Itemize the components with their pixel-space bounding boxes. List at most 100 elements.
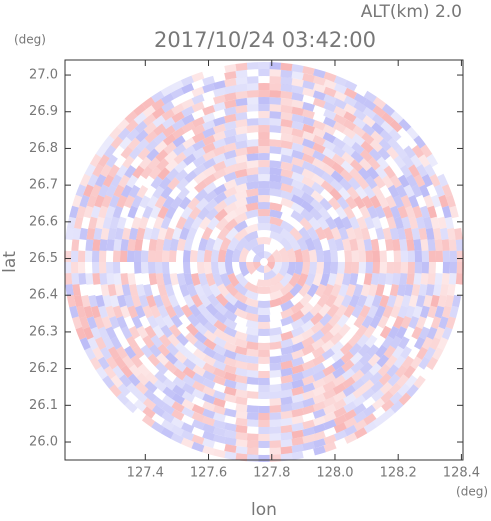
radar-cell — [330, 283, 342, 298]
radar-cell — [316, 216, 330, 231]
radar-cell — [406, 126, 419, 140]
radar-cell — [256, 264, 264, 274]
radar-cell — [379, 129, 393, 143]
radar-cell — [328, 197, 341, 211]
radar-cell — [130, 354, 143, 369]
radar-cell — [181, 382, 196, 395]
radar-cell — [375, 165, 388, 180]
radar-cell — [421, 174, 433, 188]
radar-cell — [117, 294, 127, 308]
radar-cell — [95, 174, 107, 188]
radar-cell — [392, 238, 401, 251]
radar-cell — [258, 440, 270, 448]
radar-cell — [323, 434, 337, 445]
radar-cell — [213, 434, 226, 444]
radar-cell — [213, 66, 226, 76]
plot-frame — [64, 59, 464, 461]
x-tick-label: 128.0 — [316, 466, 353, 481]
radar-cell — [377, 195, 389, 209]
altitude-label: ALT(km) 2.0 — [361, 2, 462, 22]
radar-cell — [280, 197, 294, 209]
radar-cell — [345, 227, 356, 241]
radar-cell — [269, 238, 285, 252]
radar-cell — [395, 364, 408, 378]
radar-cell — [397, 305, 408, 319]
radar-cell — [258, 433, 270, 441]
radar-cell — [392, 273, 401, 286]
radar-cell — [160, 85, 174, 97]
radar-cell — [244, 230, 259, 243]
radar-cell — [375, 284, 385, 297]
radar-cell — [269, 433, 282, 441]
radar-cell — [321, 163, 335, 176]
radar-cell — [312, 354, 326, 367]
radar-cell — [246, 348, 259, 357]
radar-cell — [291, 128, 305, 138]
radar-cell — [69, 305, 79, 319]
radar-cell — [162, 273, 172, 286]
radar-cell — [213, 191, 227, 205]
radar-cell — [341, 294, 353, 308]
radar-cell — [435, 262, 443, 274]
radar-cell — [86, 227, 96, 240]
radar-cell — [435, 250, 443, 262]
radar-cell — [155, 361, 169, 375]
radar-cell — [235, 90, 248, 100]
radar-cell — [140, 344, 153, 359]
radar-cell — [184, 341, 198, 354]
radar-cell — [323, 79, 337, 90]
radar-cell — [391, 165, 404, 179]
radar-cell — [176, 273, 186, 286]
radar-cell — [269, 139, 282, 148]
radar-cell — [309, 207, 323, 221]
radar-cell — [202, 75, 215, 86]
radar-cell — [364, 294, 375, 308]
radar-cell — [269, 132, 282, 141]
radar-cell — [280, 133, 293, 143]
radar-cell — [245, 326, 259, 336]
radar-cell — [252, 262, 262, 270]
radar-cell — [339, 177, 352, 191]
radar-cell — [323, 94, 337, 105]
radar-cell — [172, 283, 183, 297]
radar-cell — [191, 419, 205, 430]
radar-cell — [136, 138, 150, 152]
radar-cell — [393, 262, 401, 274]
radar-cell — [323, 404, 337, 415]
radar-cell — [332, 129, 347, 142]
radar-cell — [101, 194, 113, 208]
radar-cell — [192, 155, 206, 168]
radar-cell — [434, 326, 445, 340]
radar-cell — [109, 126, 122, 140]
radar-cell — [344, 80, 358, 92]
radar-cell — [202, 112, 216, 123]
radar-cell — [124, 165, 137, 179]
radar-cell — [258, 62, 270, 70]
radar-cell — [427, 239, 436, 251]
radar-cell — [139, 315, 151, 329]
radar-cell — [134, 205, 146, 219]
radar-cell — [192, 356, 206, 369]
radar-cell — [291, 120, 305, 131]
radar-cell — [147, 353, 161, 367]
radar-cell — [118, 336, 130, 350]
radar-cell — [100, 284, 110, 297]
radar-cell — [116, 315, 128, 330]
radar-cell — [269, 297, 284, 308]
radar-cell — [153, 294, 164, 308]
radar-cell — [302, 73, 315, 83]
radar-cell — [280, 360, 294, 370]
radar-cell — [393, 355, 406, 369]
radar-cell — [434, 305, 445, 319]
radar-cell — [141, 262, 149, 274]
radar-cell — [429, 173, 441, 187]
radar-cell — [356, 334, 370, 348]
radar-cell — [430, 316, 442, 330]
radar-cell — [163, 141, 177, 155]
radar-cell — [235, 374, 248, 384]
radar-cell — [269, 188, 283, 198]
radar-cell — [291, 135, 305, 145]
radar-cell — [180, 437, 194, 449]
radar-cell — [105, 250, 114, 262]
radar-cell — [280, 367, 294, 377]
